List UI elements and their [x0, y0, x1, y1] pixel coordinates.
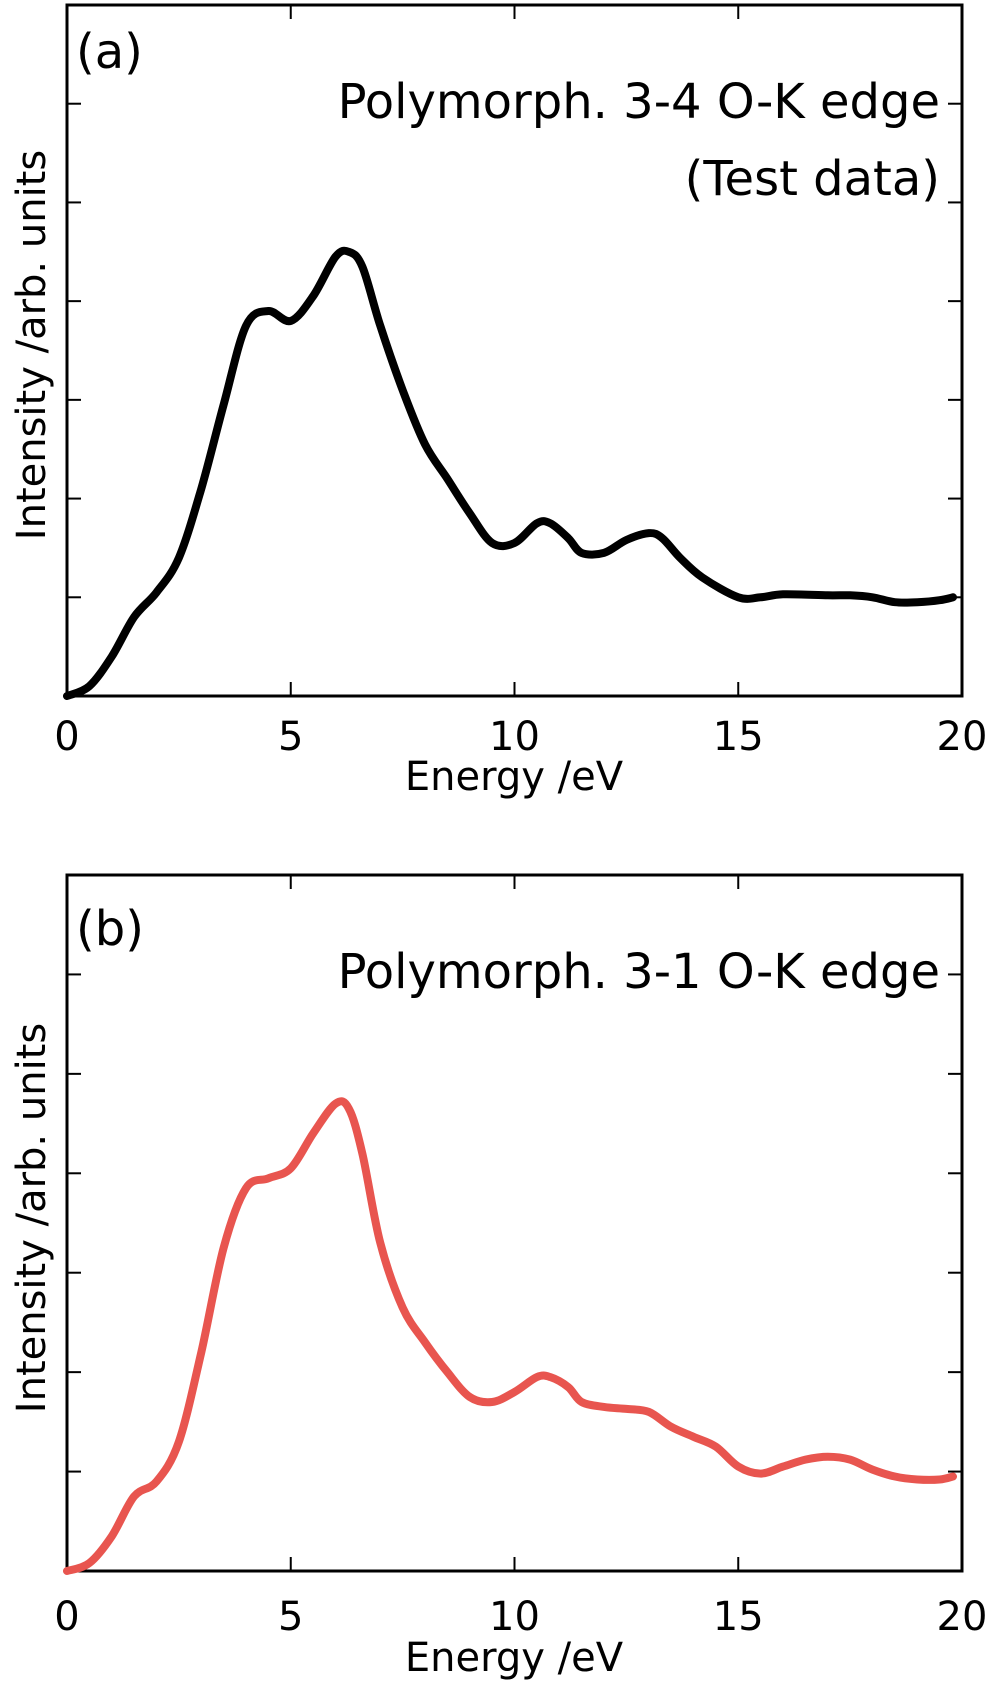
y-axis-label: Intensity /arb. units [9, 1023, 55, 1413]
x-tick-label: 15 [713, 1594, 764, 1640]
chart-title: Polymorph. 3-1 O-K edge [338, 944, 940, 1000]
chart-title: Polymorph. 3-4 O-K edge [338, 74, 940, 130]
x-tick-label: 0 [54, 714, 79, 760]
x-tick-label: 20 [937, 714, 988, 760]
x-tick-label: 0 [54, 1594, 79, 1640]
y-axis-label: Intensity /arb. units [9, 150, 55, 540]
panel-b: 0 5 10 15 20 (b) Polymorph. 3-1 O-K edge Ene… [9, 873, 987, 1681]
panel-letter: (a) [76, 24, 143, 80]
x-axis-label: Energy /eV [405, 754, 624, 800]
x-tick-labels: 0 5 10 15 20 [54, 714, 987, 760]
x-tick-label: 5 [278, 1594, 303, 1640]
x-tick-label: 10 [489, 714, 540, 760]
chart-subtitle: (Test data) [685, 151, 940, 207]
panel-a: 0 5 10 15 20 (a) Polymorph. 3-4 O-K edge (Te… [9, 3, 987, 800]
x-tick-label: 15 [713, 714, 764, 760]
x-tick-label: 10 [489, 1594, 540, 1640]
spectrum-line [63, 246, 957, 700]
x-tick-label: 20 [937, 1594, 988, 1640]
panel-letter: (b) [76, 901, 144, 957]
x-axis-label: Energy /eV [405, 1635, 624, 1681]
tick-marks [66, 875, 963, 1571]
x-tick-label: 5 [278, 714, 303, 760]
spectrum-line [63, 1097, 957, 1575]
x-tick-labels: 0 5 10 15 20 [54, 1594, 987, 1640]
tick-marks [66, 5, 963, 696]
